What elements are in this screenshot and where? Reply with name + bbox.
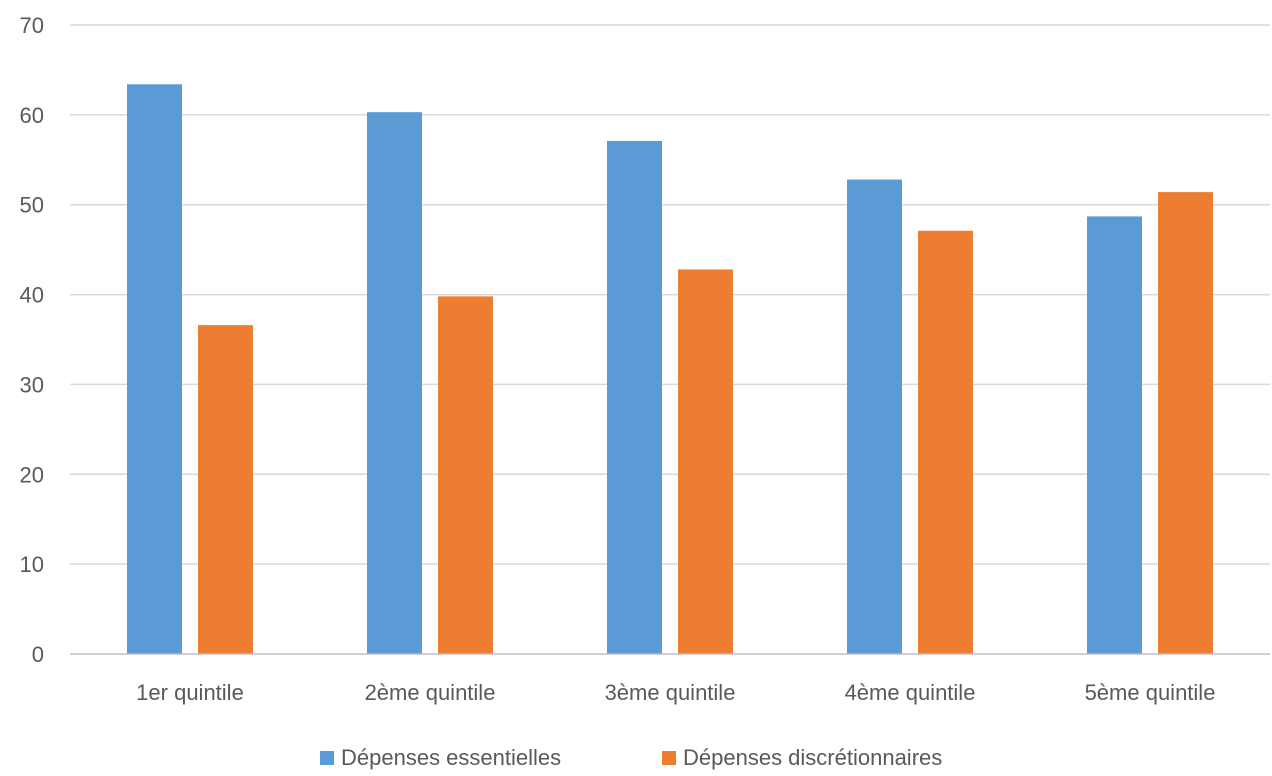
y-tick-label: 60: [20, 103, 44, 128]
legend-swatch: [320, 751, 334, 765]
bar-series-0-4: [1087, 216, 1142, 654]
x-axis: 1er quintile 2ème quintile 3ème quintile 4è…: [70, 653, 1270, 705]
bar-series-0-1: [367, 112, 422, 654]
y-tick-label: 0: [32, 642, 44, 667]
x-category-label: 1er quintile: [136, 680, 244, 705]
bar-series-1-3: [918, 230, 973, 654]
legend-item-0: Dépenses essentielles: [320, 745, 561, 770]
x-category-label: 3ème quintile: [605, 680, 736, 705]
y-tick-label: 10: [20, 552, 44, 577]
gridlines: [70, 24, 1270, 565]
y-axis-ticks: 0 10 20 30 40 50 60 70: [20, 13, 44, 667]
bar-series-1-2: [678, 269, 733, 654]
bar-series-0-3: [847, 179, 902, 654]
x-category-label: 5ème quintile: [1085, 680, 1216, 705]
legend-label: Dépenses discrétionnaires: [683, 745, 942, 770]
y-tick-label: 70: [20, 13, 44, 38]
bar-series-0-2: [607, 140, 662, 654]
y-tick-label: 40: [20, 283, 44, 308]
bars: [127, 84, 1213, 655]
bar-series-0-0: [127, 84, 182, 654]
bar-series-1-1: [438, 296, 493, 654]
y-tick-label: 30: [20, 372, 44, 397]
legend-swatch: [662, 751, 676, 765]
x-category-label: 2ème quintile: [365, 680, 496, 705]
bar-series-1-0: [198, 325, 253, 654]
y-tick-label: 50: [20, 193, 44, 218]
y-tick-label: 20: [20, 462, 44, 487]
x-category-label: 4ème quintile: [845, 680, 976, 705]
bar-series-1-4: [1158, 192, 1213, 655]
legend: Dépenses essentielles Dépenses discrétion…: [320, 745, 942, 770]
legend-item-1: Dépenses discrétionnaires: [662, 745, 942, 770]
legend-label: Dépenses essentielles: [341, 745, 561, 770]
